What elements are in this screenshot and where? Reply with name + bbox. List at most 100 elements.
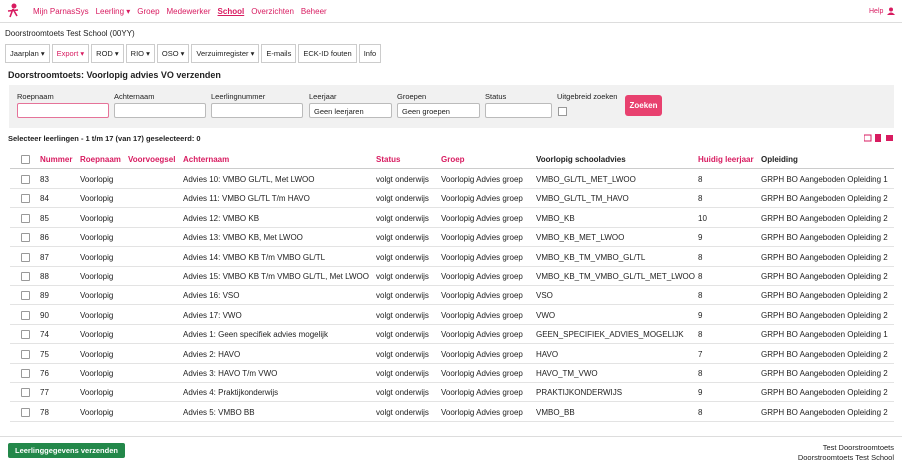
nav-item[interactable]: Leerling ▾: [96, 7, 131, 16]
checkbox[interactable]: [21, 330, 30, 339]
column-header[interactable]: Nummer: [40, 155, 72, 164]
cell-achternaam: Advies 4: Praktijkonderwijs: [183, 388, 278, 397]
nav-item[interactable]: Overzichten: [251, 7, 294, 16]
select-status[interactable]: [485, 103, 552, 118]
checkbox[interactable]: [558, 107, 567, 116]
cell-advies: GEEN_SPECIFIEK_ADVIES_MOGELIJK: [536, 330, 684, 339]
table-row: 76VoorlopigAdvies 3: HAVO T/m VWOvolgt o…: [10, 363, 894, 383]
cell-achternaam: Advies 2: HAVO: [183, 350, 240, 359]
table-row: 90VoorlopigAdvies 17: VWOvolgt onderwijs…: [10, 305, 894, 325]
table-row: 78VoorlopigAdvies 5: VMBO BBvolgt onderw…: [10, 402, 894, 422]
nav-item[interactable]: School: [218, 7, 245, 16]
tab-bar: Jaarplan ▾Export ▾ROD ▾RIO ▾OSO ▾Verzuim…: [5, 44, 383, 63]
column-header[interactable]: Status: [376, 155, 400, 164]
help-link[interactable]: Help: [869, 8, 883, 15]
table-row: 75VoorlopigAdvies 2: HAVOvolgt onderwijs…: [10, 344, 894, 364]
tab[interactable]: OSO ▾: [157, 44, 190, 63]
checkbox[interactable]: [21, 272, 30, 281]
tab[interactable]: Info: [359, 44, 382, 63]
nav-item[interactable]: Medewerker: [167, 7, 211, 16]
checkbox[interactable]: [21, 214, 30, 223]
cell-leerjaar: 8: [698, 272, 702, 281]
checkbox[interactable]: [21, 233, 30, 242]
checkbox[interactable]: [21, 194, 30, 203]
label: Uitgebreid zoeken: [557, 92, 617, 101]
column-header: Opleiding: [761, 155, 798, 164]
cell-status: volgt onderwijs: [376, 291, 429, 300]
checkbox[interactable]: [21, 350, 30, 359]
nav-item[interactable]: Groep: [137, 7, 159, 16]
table-row: 89VoorlopigAdvies 16: VSOvolgt onderwijs…: [10, 285, 894, 305]
select-leerjaar[interactable]: Geen leerjaren: [309, 103, 392, 118]
cell-advies: VMBO_GL/TL_TM_HAVO: [536, 194, 629, 203]
table-row: 83VoorlopigAdvies 10: VMBO GL/TL, Met LW…: [10, 169, 894, 189]
tab[interactable]: RIO ▾: [126, 44, 155, 63]
cell-achternaam: Advies 1: Geen specifiek advies mogelijk: [183, 330, 328, 339]
checkbox[interactable]: [21, 155, 30, 164]
checkbox[interactable]: [21, 311, 30, 320]
checkbox[interactable]: [21, 388, 30, 397]
checkbox[interactable]: [21, 291, 30, 300]
cell-achternaam: Advies 5: VMBO BB: [183, 408, 255, 417]
cell-status: volgt onderwijs: [376, 175, 429, 184]
export-icons[interactable]: [864, 134, 894, 142]
nav-item[interactable]: Mijn ParnasSys: [33, 7, 89, 16]
table-row: 84VoorlopigAdvies 11: VMBO GL/TL T/m HAV…: [10, 188, 894, 208]
cell-status: volgt onderwijs: [376, 350, 429, 359]
input-achternaam[interactable]: [114, 103, 206, 118]
checkbox[interactable]: [21, 253, 30, 262]
nav-item[interactable]: Beheer: [301, 7, 327, 16]
cell-roepnaam: Voorlopig: [80, 233, 113, 242]
column-header[interactable]: Groep: [441, 155, 465, 164]
top-nav: Mijn ParnasSys Leerling ▾ Groep Medewerker S…: [0, 0, 902, 23]
table-row: 74VoorlopigAdvies 1: Geen specifiek advi…: [10, 324, 894, 344]
column-header[interactable]: Huidig leerjaar: [698, 155, 754, 164]
cell-achternaam: Advies 11: VMBO GL/TL T/m HAVO: [183, 194, 310, 203]
cell-status: volgt onderwijs: [376, 311, 429, 320]
cell-roepnaam: Voorlopig: [80, 291, 113, 300]
cell-opleiding: GRPH BO Aangeboden Opleiding 2: [761, 350, 888, 359]
student-table: Nummer Roepnaam Voorvoegsel Achternaam Statu…: [0, 149, 902, 434]
cell-groep: Voorlopig Advies groep: [441, 350, 523, 359]
tab[interactable]: Jaarplan ▾: [5, 44, 50, 63]
cell-leerjaar: 9: [698, 388, 702, 397]
cell-nummer: 84: [40, 194, 49, 203]
cell-advies: HAVO: [536, 350, 558, 359]
cell-leerjaar: 8: [698, 408, 702, 417]
cell-nummer: 83: [40, 175, 49, 184]
table-row: 77VoorlopigAdvies 4: Praktijkonderwijsvo…: [10, 382, 894, 402]
checkbox[interactable]: [21, 369, 30, 378]
filter-panel: Roepnaam Achternaam Leerlingnummer Leerj…: [9, 85, 894, 128]
column-header: Voorlopig schooladvies: [536, 155, 626, 164]
cell-advies: VMBO_KB_MET_LWOO: [536, 233, 624, 242]
tab[interactable]: ROD ▾: [91, 44, 124, 63]
cell-groep: Voorlopig Advies groep: [441, 175, 523, 184]
cell-advies: VMBO_KB: [536, 214, 575, 223]
checkbox[interactable]: [21, 175, 30, 184]
checkbox[interactable]: [21, 408, 30, 417]
column-header[interactable]: Achternaam: [183, 155, 229, 164]
input-leerlingnummer[interactable]: [211, 103, 303, 118]
cell-groep: Voorlopig Advies groep: [441, 272, 523, 281]
tab[interactable]: Verzuimregister ▾: [191, 44, 259, 63]
tab[interactable]: Export ▾: [52, 44, 90, 63]
send-button[interactable]: Leerlinggegevens verzenden: [8, 443, 125, 458]
column-header[interactable]: Roepnaam: [80, 155, 121, 164]
cell-nummer: 86: [40, 233, 49, 242]
select-groepen[interactable]: Geen groepen: [397, 103, 480, 118]
cell-groep: Voorlopig Advies groep: [441, 330, 523, 339]
cell-advies: PRAKTIJKONDERWIJS: [536, 388, 622, 397]
cell-roepnaam: Voorlopig: [80, 214, 113, 223]
table-row: 88VoorlopigAdvies 15: VMBO KB T/m VMBO G…: [10, 266, 894, 286]
tab[interactable]: ECK-ID fouten: [298, 44, 356, 63]
cell-nummer: 77: [40, 388, 49, 397]
cell-groep: Voorlopig Advies groep: [441, 214, 523, 223]
tab[interactable]: E-mails: [261, 44, 296, 63]
cell-leerjaar: 8: [698, 330, 702, 339]
cell-opleiding: GRPH BO Aangeboden Opleiding 1: [761, 175, 888, 184]
school-name: Doorstroomtoets Test School (00YY): [5, 29, 135, 38]
column-header[interactable]: Voorvoegsel: [128, 155, 175, 164]
search-button[interactable]: Zoeken: [625, 95, 662, 116]
cell-roepnaam: Voorlopig: [80, 408, 113, 417]
input-roepnaam[interactable]: [17, 103, 109, 118]
